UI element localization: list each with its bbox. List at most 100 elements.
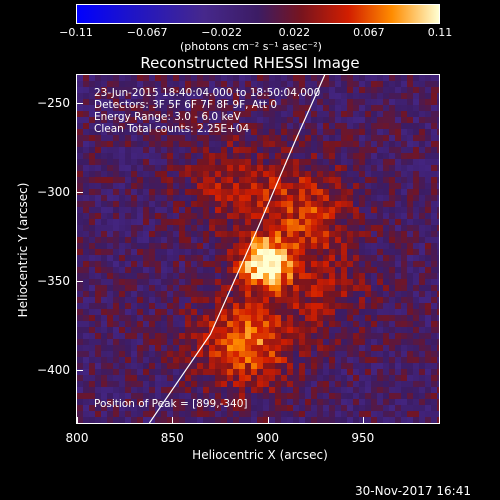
heatmap-cell — [173, 165, 180, 172]
heatmap-cell — [263, 111, 270, 118]
heatmap-cell — [263, 405, 270, 412]
heatmap-cell — [371, 189, 378, 196]
heatmap-cell — [425, 183, 432, 190]
heatmap-cell — [143, 321, 150, 328]
heatmap-cell — [101, 129, 108, 136]
heatmap-cell — [155, 357, 162, 364]
heatmap-cell — [221, 213, 228, 220]
heatmap-cell — [167, 207, 174, 214]
heatmap-cell — [401, 417, 408, 423]
heatmap-cell — [437, 81, 439, 88]
heatmap-cell — [419, 357, 426, 364]
heatmap-cell — [269, 327, 276, 334]
heatmap-cell — [359, 327, 366, 334]
heatmap-cell — [281, 183, 288, 190]
heatmap-cell — [353, 117, 360, 124]
heatmap-cell — [131, 141, 138, 148]
heatmap-cell — [359, 93, 366, 100]
heatmap-cell — [233, 267, 240, 274]
heatmap-cell — [287, 99, 294, 106]
heatmap-cell — [407, 333, 414, 340]
heatmap-cell — [161, 357, 168, 364]
heatmap-cell — [281, 117, 288, 124]
heatmap-cell — [227, 387, 234, 394]
heatmap-cell — [95, 213, 102, 220]
heatmap-cell — [371, 141, 378, 148]
heatmap-cell — [329, 339, 336, 346]
heatmap-cell — [287, 303, 294, 310]
heatmap-cell — [335, 345, 342, 352]
heatmap-cell — [107, 123, 114, 130]
heatmap-cell — [347, 117, 354, 124]
heatmap-cell — [119, 237, 126, 244]
heatmap-cell — [113, 177, 120, 184]
heatmap-cell — [353, 327, 360, 334]
heatmap-cell — [275, 321, 282, 328]
heatmap-cell — [179, 321, 186, 328]
heatmap-cell — [413, 135, 420, 142]
heatmap-cell — [77, 291, 84, 298]
heatmap-cell — [353, 291, 360, 298]
heatmap-cell — [185, 321, 192, 328]
heatmap-cell — [425, 87, 432, 94]
heatmap-cell — [311, 225, 318, 232]
y-tick-mark — [77, 280, 83, 282]
heatmap-cell — [155, 267, 162, 274]
heatmap-cell — [89, 249, 96, 256]
heatmap-cell — [251, 339, 258, 346]
heatmap-cell — [389, 75, 396, 82]
heatmap-cell — [107, 135, 114, 142]
heatmap-cell — [413, 417, 420, 423]
heatmap-cell — [365, 285, 372, 292]
heatmap-cell — [431, 273, 438, 280]
heatmap-cell — [191, 411, 198, 418]
heatmap-cell — [191, 177, 198, 184]
heatmap-cell — [185, 147, 192, 154]
heatmap-cell — [245, 75, 252, 82]
heatmap-cell — [89, 399, 96, 406]
heatmap-cell — [179, 153, 186, 160]
heatmap-cell — [365, 369, 372, 376]
heatmap-cell — [131, 231, 138, 238]
heatmap-cell — [263, 261, 270, 268]
heatmap-cell — [209, 87, 216, 94]
heatmap-cell — [407, 321, 414, 328]
heatmap-cell — [233, 243, 240, 250]
heatmap-cell — [185, 231, 192, 238]
heatmap-cell — [89, 75, 96, 82]
heatmap-cell — [257, 279, 264, 286]
heatmap-cell — [425, 345, 432, 352]
heatmap-cell — [239, 291, 246, 298]
heatmap-cell — [143, 405, 150, 412]
heatmap-cell — [185, 195, 192, 202]
heatmap-cell — [335, 417, 342, 423]
heatmap-cell — [191, 267, 198, 274]
heatmap-cell — [77, 237, 84, 244]
heatmap-cell — [401, 213, 408, 220]
heatmap-cell — [209, 105, 216, 112]
heatmap-cell — [125, 75, 132, 82]
heatmap-cell — [341, 159, 348, 166]
heatmap-cell — [221, 255, 228, 262]
heatmap-cell — [149, 141, 156, 148]
heatmap-cell — [131, 279, 138, 286]
heatmap-cell — [197, 93, 204, 100]
heatmap-cell — [425, 363, 432, 370]
heatmap-cell — [203, 195, 210, 202]
heatmap-cell — [347, 189, 354, 196]
heatmap-cell — [419, 237, 426, 244]
heatmap-cell — [341, 309, 348, 316]
heatmap-cell — [89, 363, 96, 370]
heatmap-cell — [341, 171, 348, 178]
heatmap-cell — [383, 171, 390, 178]
heatmap-cell — [353, 249, 360, 256]
heatmap-cell — [143, 333, 150, 340]
heatmap-cell — [89, 105, 96, 112]
heatmap-cell — [359, 153, 366, 160]
heatmap-cell — [161, 339, 168, 346]
heatmap-cell — [89, 219, 96, 226]
heatmap-cell — [149, 159, 156, 166]
heatmap-cell — [275, 303, 282, 310]
heatmap-cell — [83, 405, 90, 412]
heatmap-cell — [365, 393, 372, 400]
